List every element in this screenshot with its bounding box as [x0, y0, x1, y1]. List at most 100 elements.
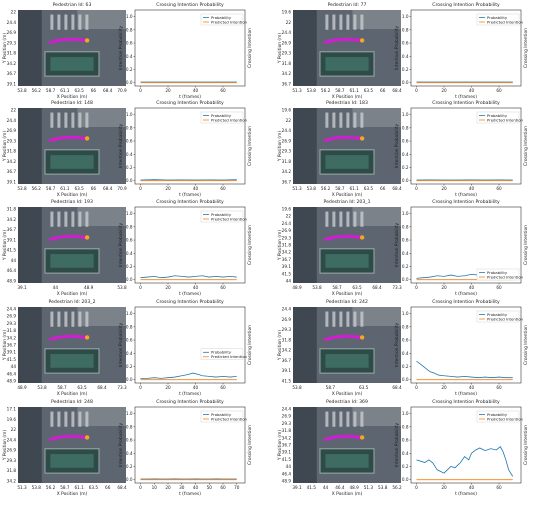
crosswalk-stripe: [85, 312, 88, 327]
map-x-tick-label: 51.3: [17, 485, 27, 490]
y-tick-label: 0.8: [402, 324, 409, 329]
map-y-tick-label: 24.4: [7, 437, 17, 442]
building-shadow: [18, 207, 42, 283]
map-x-tick-label: 48.9: [292, 285, 302, 290]
map-subplot: Pedestrian Id: 632224.426.929.331.834.23…: [2, 2, 127, 100]
x-tick-label: 60: [220, 485, 226, 490]
map-y-tick-label: 29.3: [282, 149, 292, 154]
y-tick-label: 0.0: [126, 377, 133, 382]
map-y-tick-label: 46.4: [282, 471, 292, 476]
pedestrian-position: [360, 335, 364, 339]
y-tick-label: 0.2: [402, 464, 409, 469]
map-y-tick-label: 44: [286, 464, 292, 469]
y-tick-label: 0.4: [126, 54, 133, 59]
map-y-tick-label: 22: [11, 10, 17, 15]
map-x-tick-label: 53.8: [307, 88, 317, 93]
map-title: Pedestrian Id: 242: [326, 299, 368, 305]
y-tick-label: 0.6: [402, 139, 409, 144]
chart-x-axis-label: t (frames): [455, 291, 477, 297]
crosswalk-stripe: [64, 15, 67, 30]
legend-label: Predicted Intention: [487, 117, 524, 122]
map-y-tick-label: 36.7: [7, 343, 17, 348]
crosswalk-stripe: [353, 212, 356, 227]
crosswalk-stripe: [332, 312, 335, 327]
map-x-tick-label: 58.7: [46, 186, 56, 191]
panel-1: Pedestrian Id: 632224.426.929.331.834.23…: [2, 2, 253, 100]
crosswalk-stripe: [85, 212, 88, 227]
map-y-tick-label: 48.9: [7, 379, 17, 384]
map-y-tick-label: 19.6: [282, 108, 292, 113]
legend-label: Predicted Intention: [211, 19, 248, 24]
crosswalk-stripe: [353, 312, 356, 327]
y-tick-label: 0.6: [402, 41, 409, 46]
map-x-tick-label: 46.4: [335, 485, 345, 490]
map-y-tick-label: 22: [286, 118, 292, 123]
map-y-tick-label: 41.5: [7, 357, 17, 362]
map-subplot: Pedestrian Id: 7719.62224.426.929.331.83…: [277, 2, 402, 100]
chart-x-axis-label: t (frames): [179, 491, 201, 497]
map-title: Pedestrian Id: 203_1: [324, 199, 371, 205]
y-tick-label: 0.2: [402, 165, 409, 170]
map-x-tick-label: 61.1: [60, 186, 70, 191]
crosswalk-stripe: [339, 15, 342, 30]
y-tick-label: 0.0: [126, 277, 133, 282]
map-x-axis-label: X Position (m): [57, 192, 88, 198]
x-tick-label: 40: [193, 385, 199, 390]
y-tick-label: 0.8: [126, 27, 133, 32]
map-x-tick-label: 68.4: [392, 385, 402, 390]
vehicle-panel: [50, 454, 93, 468]
x-tick-label: 40: [469, 88, 475, 93]
x-tick-label: 30: [179, 485, 185, 490]
crosswalk-stripe: [50, 113, 53, 128]
map-x-tick-label: 51.3: [364, 485, 374, 490]
crosswalk-stripe: [325, 212, 328, 227]
chart-secondary-axis-label: Crossing Intention: [523, 28, 529, 68]
crosswalk-stripe: [64, 412, 67, 427]
panel-9: Pedestrian Id: 24817.119.62224.426.929.3…: [2, 399, 253, 497]
map-y-tick-label: 48.9: [282, 479, 292, 484]
map-y-tick-label: 26.9: [7, 30, 17, 35]
map-x-axis-label: X Position (m): [332, 192, 363, 198]
map-y-tick-label: 31.8: [282, 337, 292, 342]
map-y-tick-label: 29.3: [282, 235, 292, 240]
y-tick-label: 1.0: [126, 112, 133, 117]
plot-area: [135, 307, 245, 383]
chart-x-axis-label: t (frames): [455, 192, 477, 198]
y-tick-label: 0.4: [402, 54, 409, 59]
crosswalk-stripe: [346, 113, 349, 128]
y-tick-label: 0.6: [402, 238, 409, 243]
map-x-tick-label: 53.8: [307, 186, 317, 191]
x-tick-label: 60: [496, 186, 502, 191]
map-y-tick-label: 22: [286, 214, 292, 219]
map-title: Pedestrian Id: 369: [326, 399, 368, 405]
crosswalk-stripe: [57, 15, 60, 30]
x-tick-label: 60: [220, 186, 226, 191]
map-x-tick-label: 63.5: [364, 186, 374, 191]
map-x-tick-label: 68.4: [117, 485, 127, 490]
vehicle-panel: [325, 57, 368, 71]
crosswalk-stripe: [64, 212, 67, 227]
crosswalk-stripe: [325, 113, 328, 128]
x-tick-label: 0: [139, 88, 142, 93]
crosswalk-stripe: [50, 212, 53, 227]
y-tick-label: 0.0: [126, 80, 133, 85]
map-x-tick-label: 39.1: [292, 485, 302, 490]
map-y-tick-label: 19.6: [282, 207, 292, 212]
map-y-tick-label: 39.1: [282, 264, 292, 269]
pedestrian-position: [85, 335, 89, 339]
map-y-tick-label: 39.1: [7, 82, 17, 87]
map-y-tick-label: 46.4: [7, 268, 17, 273]
map-x-tick-label: 48.9: [17, 385, 27, 390]
x-tick-label: 20: [441, 285, 447, 290]
map-y-tick-label: 24.4: [7, 20, 17, 25]
y-tick-label: 0.4: [126, 351, 133, 356]
map-x-tick-label: 53.8: [17, 186, 27, 191]
vehicle-panel: [50, 354, 93, 368]
y-tick-label: 0.0: [126, 477, 133, 482]
chart-secondary-axis-label: Crossing Intention: [247, 126, 253, 166]
crosswalk-stripe: [346, 412, 349, 427]
x-tick-label: 20: [165, 485, 171, 490]
